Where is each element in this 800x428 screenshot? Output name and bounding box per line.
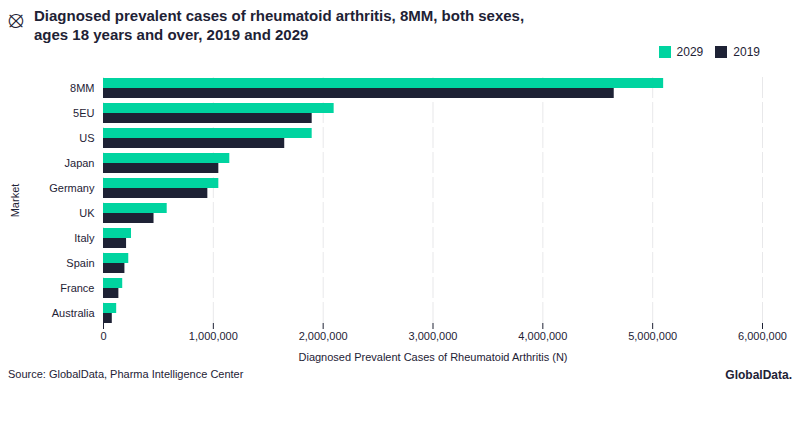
svg-text:Germany: Germany	[49, 182, 95, 194]
html-text:2019: 2019	[733, 45, 760, 59]
svg-text:Italy: Italy	[74, 232, 95, 244]
svg-text:Spain: Spain	[66, 257, 94, 269]
svg-text:5EU: 5EU	[73, 107, 94, 119]
svg-text:3,000,000: 3,000,000	[409, 330, 458, 342]
svg-text:8MM: 8MM	[70, 82, 94, 94]
svg-text:Market: Market	[9, 184, 21, 218]
svg-text:2,000,000: 2,000,000	[299, 330, 348, 342]
svg-text:Australia: Australia	[52, 307, 96, 319]
svg-text:US: US	[79, 132, 94, 144]
html-text:Source: GlobalData, Pharma Int: Source: GlobalData, Pharma Intelligence …	[8, 368, 244, 380]
svg-text:0: 0	[100, 330, 106, 342]
svg-text:Japan: Japan	[65, 157, 95, 169]
svg-text:UK: UK	[79, 207, 95, 219]
svg-text:6,000,000: 6,000,000	[738, 330, 787, 342]
svg-text:Diagnosed Prevalent Cases of R: Diagnosed Prevalent Cases of Rheumatoid …	[298, 351, 567, 363]
svg-text:5,000,000: 5,000,000	[628, 330, 677, 342]
svg-text:1,000,000: 1,000,000	[189, 330, 238, 342]
html-text:GlobalData.: GlobalData.	[725, 368, 792, 382]
html-text:ages 18 years and over, 2019 a: ages 18 years and over, 2019 and 2029	[34, 26, 309, 43]
svg-text:4,000,000: 4,000,000	[518, 330, 567, 342]
svg-text:France: France	[60, 282, 94, 294]
html-text:Diagnosed prevalent cases of r: Diagnosed prevalent cases of rheumatoid …	[34, 7, 525, 24]
html-text:2029: 2029	[676, 45, 704, 59]
